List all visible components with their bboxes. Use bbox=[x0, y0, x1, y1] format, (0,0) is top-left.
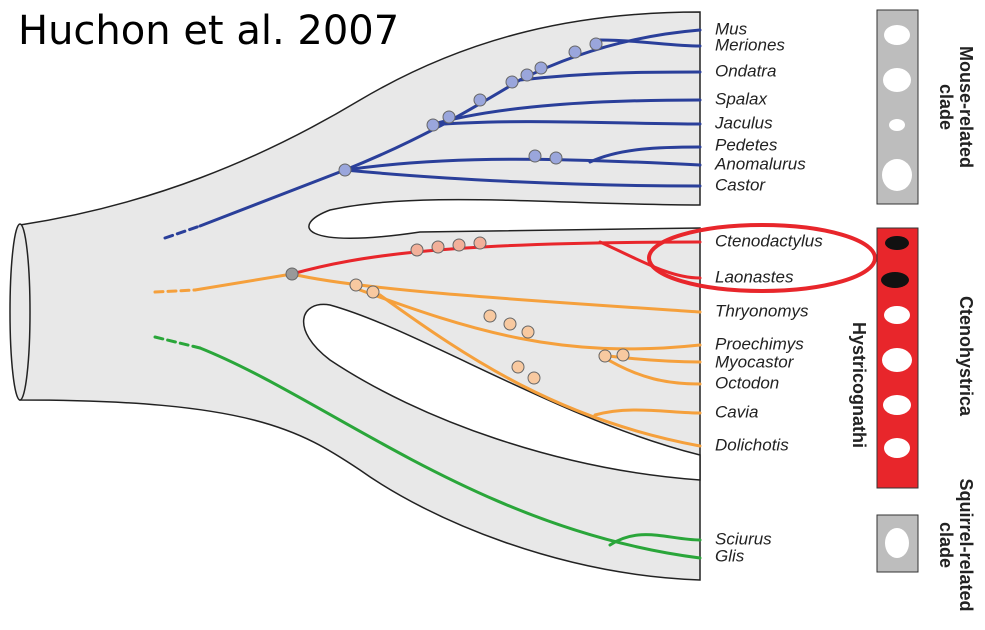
taxon: Ctenodactylus bbox=[715, 231, 823, 250]
clade-label: clade bbox=[936, 84, 956, 130]
taxon: Anomalurus bbox=[714, 154, 806, 173]
taxon: Cavia bbox=[715, 402, 758, 421]
clade-label: clade bbox=[936, 522, 956, 568]
clade-label: Mouse-related bbox=[956, 46, 976, 168]
taxon: Glis bbox=[715, 546, 745, 565]
taxon: Myocastor bbox=[715, 352, 795, 371]
taxon: Jaculus bbox=[714, 113, 773, 132]
taxon: Dolichotis bbox=[715, 435, 789, 454]
taxon: Pedetes bbox=[715, 135, 778, 154]
tree-root bbox=[10, 224, 30, 400]
taxon: Meriones bbox=[715, 35, 785, 54]
taxon: Thryonomys bbox=[715, 301, 809, 320]
taxon: Laonastes bbox=[715, 267, 794, 286]
tree-figure: Mus Meriones Ondatra Spalax Jaculus Pede… bbox=[0, 0, 985, 630]
taxon: Spalax bbox=[715, 89, 767, 108]
tree-body bbox=[20, 12, 700, 580]
clade-label: Squirrel-related bbox=[956, 478, 976, 611]
taxon: Ondatra bbox=[715, 61, 776, 80]
taxon: Proechimys bbox=[715, 334, 804, 353]
clade-label: Hystricognathi bbox=[849, 322, 869, 448]
taxon: Castor bbox=[715, 175, 766, 194]
taxon: Octodon bbox=[715, 373, 779, 392]
clade-label: Ctenohystrica bbox=[956, 296, 976, 417]
title: Huchon et al. 2007 bbox=[18, 8, 399, 54]
